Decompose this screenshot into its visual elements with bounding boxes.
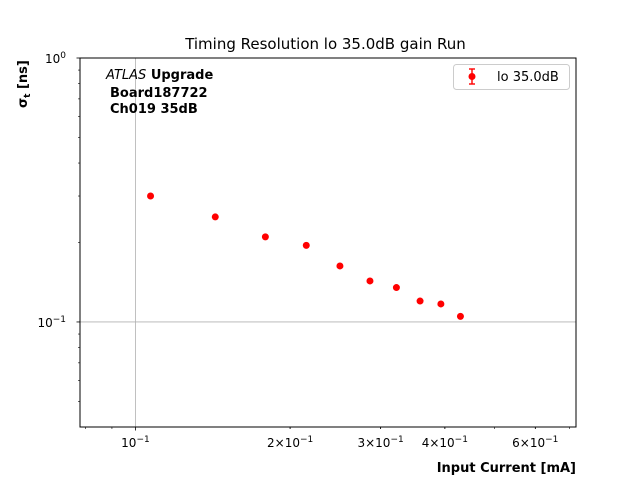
legend-label: lo 35.0dB xyxy=(497,70,559,85)
annotation-experiment: ATLAS xyxy=(105,68,146,83)
y-axis-label: σt [ns] xyxy=(16,60,33,108)
data-point xyxy=(437,300,445,308)
minor-ticks xyxy=(78,69,571,429)
legend-marker xyxy=(468,68,476,85)
chart-title: Timing Resolution lo 35.0dB gain Run xyxy=(184,35,466,53)
data-points xyxy=(147,192,464,320)
legend: lo 35.0dB xyxy=(453,64,570,90)
atlas-annotation: ATLAS Upgrade Board187722 Ch019 35dB xyxy=(105,68,213,117)
annotation-channel: Ch019 35dB xyxy=(110,102,198,117)
y-tick-label: 100 xyxy=(45,51,66,66)
data-point xyxy=(366,277,374,285)
x-tick-label: 10−1 xyxy=(121,435,150,450)
data-point xyxy=(456,312,464,320)
plot-frame xyxy=(79,57,577,428)
data-point xyxy=(261,233,269,241)
legend-box xyxy=(453,64,570,90)
annotation-label: Upgrade xyxy=(151,68,214,83)
data-point xyxy=(416,297,424,305)
x-tick-label: 6×10−1 xyxy=(512,435,558,450)
data-point xyxy=(336,262,344,270)
x-axis-ticks: 10−1 2×10−1 3×10−1 4×10−1 6×10−1 xyxy=(121,427,558,450)
svg-text:ATLAS Upgrade: ATLAS Upgrade xyxy=(105,68,213,83)
grid-lines xyxy=(80,58,576,427)
data-point xyxy=(392,284,400,292)
data-point xyxy=(211,213,219,221)
data-point xyxy=(302,241,310,249)
x-tick-label: 4×10−1 xyxy=(422,435,468,450)
y-axis-ticks: 100 10−1 xyxy=(37,51,80,330)
x-tick-label: 2×10−1 xyxy=(267,435,313,450)
annotation-board: Board187722 xyxy=(110,86,208,101)
data-point xyxy=(147,192,155,200)
x-tick-label: 3×10−1 xyxy=(357,435,403,450)
x-axis-label: Input Current [mA] xyxy=(437,461,576,476)
y-tick-label: 10−1 xyxy=(37,315,66,330)
